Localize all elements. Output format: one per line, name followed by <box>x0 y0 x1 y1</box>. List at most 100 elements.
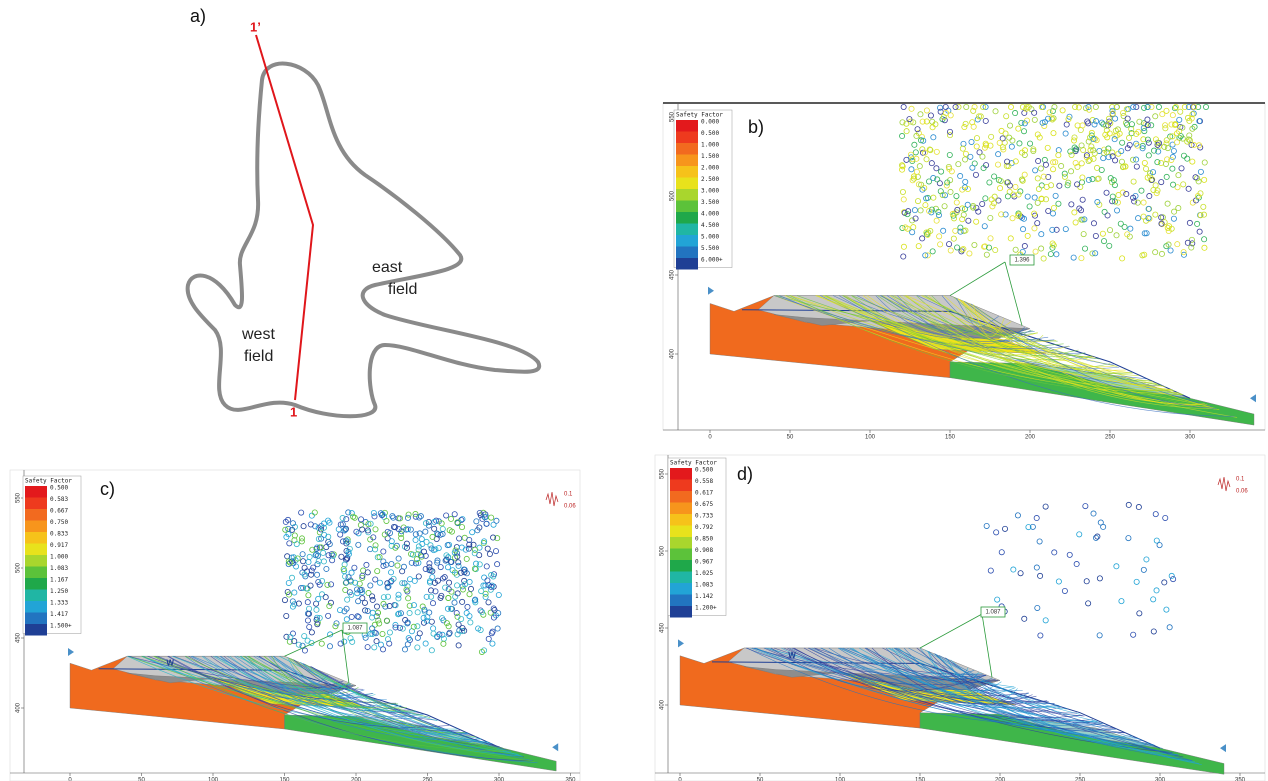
slip-center <box>312 552 319 559</box>
slip-center <box>935 208 942 215</box>
slip-center <box>900 196 907 203</box>
slip-center <box>314 571 321 578</box>
y-tick-label: 500 <box>670 190 676 201</box>
slip-center <box>446 579 453 586</box>
slip-center <box>1106 242 1113 249</box>
slip-center <box>929 248 936 255</box>
slip-center <box>372 546 379 553</box>
slip-center <box>899 162 906 169</box>
slip-center <box>291 532 298 539</box>
slip-center <box>908 105 915 112</box>
slip-center <box>395 555 402 562</box>
slip-center <box>344 538 351 545</box>
slip-center <box>910 119 917 126</box>
min-fs-label: 1.087 <box>985 610 1001 616</box>
slip-surface <box>768 647 1200 764</box>
slip-center <box>1197 168 1204 175</box>
slip-center <box>395 595 402 602</box>
slip-center <box>1027 140 1034 147</box>
slip-center <box>290 554 297 561</box>
legend-value: 1.000 <box>50 554 68 561</box>
slip-center <box>915 181 922 188</box>
slip-center <box>291 589 298 596</box>
slip-center <box>1082 245 1089 252</box>
water-label: W <box>166 658 174 667</box>
slip-center <box>1178 165 1185 172</box>
slip-center <box>1109 198 1116 205</box>
slip-center <box>1034 199 1041 206</box>
slip-center <box>1120 109 1127 116</box>
slip-center <box>347 635 354 642</box>
slip-center <box>911 207 918 214</box>
slip-center <box>414 623 421 630</box>
slip-center <box>1201 159 1208 166</box>
water-label: W <box>788 651 796 660</box>
slip-center <box>1031 210 1038 217</box>
slip-center <box>1044 144 1051 151</box>
slip-center <box>1079 196 1086 203</box>
slip-center <box>285 579 292 586</box>
seismic-label: 0.1 <box>564 492 573 498</box>
slip-center <box>947 188 954 195</box>
slip-center <box>495 610 502 617</box>
slip-center <box>1073 561 1080 568</box>
slip-center <box>973 135 980 142</box>
slip-surface <box>305 664 431 718</box>
slip-center <box>434 577 441 584</box>
slip-center <box>459 524 466 531</box>
slip-center <box>1167 247 1174 254</box>
slip-center <box>330 552 337 559</box>
slip-center <box>338 553 345 560</box>
slip-center <box>339 515 346 522</box>
slip-center <box>973 204 980 211</box>
slip-center <box>1012 183 1019 190</box>
slip-center <box>1163 606 1170 613</box>
slip-center <box>1148 104 1155 111</box>
slip-center <box>1034 604 1041 611</box>
slip-center <box>352 579 359 586</box>
slip-center <box>924 252 931 259</box>
slip-center <box>429 574 436 581</box>
slip-center <box>1184 155 1191 162</box>
slip-center <box>949 210 956 217</box>
slip-center <box>1168 156 1175 163</box>
slip-center <box>1050 166 1057 173</box>
slip-center <box>389 513 396 520</box>
critical-radius <box>981 613 993 678</box>
legend-swatch <box>670 571 692 583</box>
slip-center <box>992 247 999 254</box>
slip-center <box>492 548 499 555</box>
slip-center <box>1175 205 1182 212</box>
slip-center <box>426 560 433 567</box>
slip-center <box>991 173 998 180</box>
slip-center <box>482 582 489 589</box>
slip-center <box>1164 200 1171 207</box>
slip-center <box>1003 113 1010 120</box>
slip-center <box>1110 177 1117 184</box>
slip-center <box>934 176 941 183</box>
legend-swatch <box>25 566 47 578</box>
slip-center <box>1161 579 1168 586</box>
legend-value: 1.167 <box>50 577 68 584</box>
slip-center <box>482 590 489 597</box>
slip-center <box>289 598 296 605</box>
slip-center <box>471 565 478 572</box>
slip-surface <box>240 655 417 713</box>
slip-center <box>1136 118 1143 125</box>
slip-center <box>1090 136 1097 143</box>
slip-center <box>1025 524 1032 531</box>
slip-center <box>974 116 981 123</box>
slip-surface <box>882 295 1133 374</box>
slip-surface <box>950 659 1150 744</box>
slip-center <box>991 193 998 200</box>
slip-center <box>926 146 933 153</box>
slip-center <box>361 599 368 606</box>
slip-center <box>343 540 350 547</box>
slip-center <box>313 600 320 607</box>
slip-center <box>975 113 982 120</box>
slip-center <box>359 526 366 533</box>
slip-center <box>1170 181 1177 188</box>
slip-center <box>490 605 497 612</box>
slip-center <box>367 536 374 543</box>
slip-center <box>987 235 994 242</box>
